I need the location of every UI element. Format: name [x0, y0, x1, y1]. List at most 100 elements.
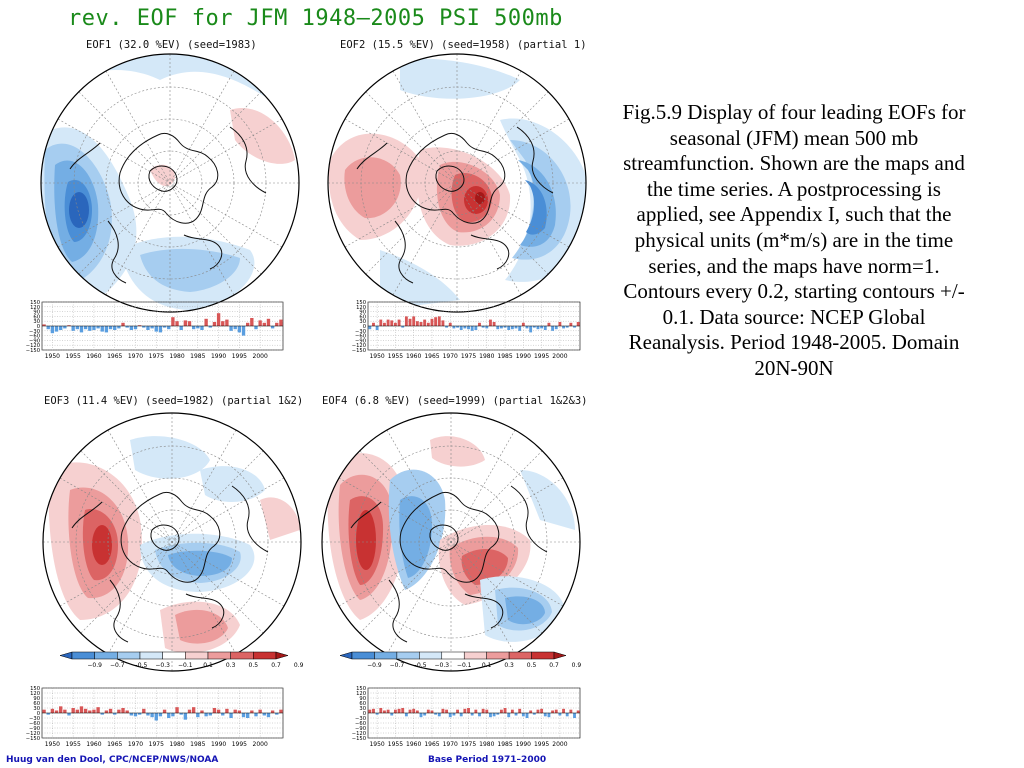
- timeseries-bar: [379, 319, 383, 326]
- timeseries-bar: [518, 326, 522, 331]
- timeseries-bar: [208, 326, 212, 328]
- colorbar-label: −0.5: [412, 662, 427, 669]
- timeseries-bar: [547, 713, 551, 718]
- timeseries-y-tick-label: 90: [33, 310, 40, 316]
- timeseries-x-tick-label: 1950: [369, 741, 384, 748]
- timeseries-bar: [507, 326, 511, 330]
- timeseries-bar: [459, 326, 463, 330]
- timeseries-x-tick-label: 1955: [388, 353, 403, 360]
- timeseries-bar: [415, 710, 419, 713]
- timeseries-bar: [270, 326, 275, 329]
- timeseries-bar: [96, 326, 100, 329]
- timeseries-y-tick-label: 150: [30, 300, 40, 306]
- timeseries-x-tick-label: 1975: [149, 741, 164, 748]
- timeseries-bar: [379, 708, 383, 713]
- timeseries-bar: [412, 316, 416, 326]
- timeseries-bar: [204, 713, 208, 717]
- timeseries-bar: [551, 326, 555, 331]
- timeseries-bar: [100, 326, 104, 332]
- timeseries-bar: [254, 713, 258, 717]
- eof3-map: [42, 412, 302, 672]
- timeseries-bar: [233, 709, 237, 713]
- timeseries-bar: [474, 326, 478, 330]
- timeseries-bar: [445, 326, 449, 328]
- timeseries-bar: [459, 713, 463, 717]
- timeseries-bar: [437, 713, 441, 717]
- timeseries-bar: [167, 326, 171, 330]
- timeseries-y-tick-label: −120: [352, 731, 366, 737]
- timeseries-x-tick-label: 1960: [406, 741, 421, 748]
- timeseries-bar: [401, 708, 405, 713]
- colorbar-label: −0.3: [434, 662, 449, 669]
- timeseries-y-tick-label: 60: [359, 701, 366, 707]
- colorbar-arrow-low: [59, 651, 73, 660]
- timeseries-bar: [415, 321, 419, 326]
- timeseries-y-tick-label: 120: [356, 305, 366, 311]
- timeseries-bar: [42, 324, 46, 326]
- timeseries-bar: [437, 316, 441, 326]
- timeseries-bar: [554, 326, 558, 330]
- timeseries-bar: [133, 326, 138, 330]
- timeseries-bar: [419, 322, 423, 326]
- timeseries-y-tick-label: −30: [29, 329, 40, 335]
- timeseries-y-tick-label: 60: [33, 701, 40, 707]
- timeseries-bar: [404, 316, 408, 326]
- timeseries-bar: [67, 713, 71, 716]
- colorbar-label: 0.9: [572, 662, 582, 669]
- timeseries-bar: [565, 326, 569, 328]
- timeseries-bar: [104, 710, 109, 713]
- timeseries-bar: [492, 322, 496, 326]
- timeseries-bar: [67, 325, 71, 326]
- timeseries-bar: [536, 709, 540, 713]
- timeseries-bar: [434, 713, 438, 715]
- timeseries-bar: [368, 326, 372, 330]
- timeseries-bar: [162, 326, 167, 328]
- timeseries-bar: [279, 319, 283, 326]
- colorbar-arrow-low: [339, 651, 353, 660]
- timeseries-bar: [200, 326, 204, 330]
- timeseries-bar: [390, 320, 394, 326]
- timeseries-bar: [565, 713, 569, 717]
- timeseries-bar: [463, 708, 467, 713]
- colorbar-label: 0.9: [294, 662, 304, 669]
- timeseries-bar: [478, 713, 481, 717]
- timeseries-bar: [576, 322, 580, 326]
- timeseries-bar: [113, 326, 117, 330]
- timeseries-bar: [171, 713, 175, 717]
- timeseries-bar: [397, 319, 401, 326]
- timeseries-x-tick-label: 1985: [190, 353, 205, 360]
- timeseries-x-tick-label: 1970: [443, 741, 458, 748]
- timeseries-y-tick-label: 0: [363, 324, 366, 330]
- timeseries-y-tick-label: 30: [33, 706, 40, 712]
- timeseries-bar: [59, 326, 63, 330]
- timeseries-x-tick-label: 1995: [232, 741, 247, 748]
- timeseries-bar: [258, 320, 262, 326]
- timeseries-bar: [507, 713, 511, 718]
- timeseries-x-tick-label: 1995: [232, 353, 247, 360]
- timeseries-y-tick-label: 60: [359, 314, 366, 320]
- timeseries-bar: [142, 708, 146, 713]
- timeseries-x-tick-label: 1970: [443, 353, 458, 360]
- timeseries-bar: [562, 326, 565, 329]
- timeseries-bar: [543, 713, 547, 717]
- timeseries-bar: [412, 708, 416, 713]
- timeseries-bar: [133, 713, 138, 717]
- timeseries-bar: [510, 709, 514, 713]
- timeseries-bar: [386, 319, 390, 326]
- colorbar-swatch: [396, 651, 420, 660]
- timeseries-bar: [50, 708, 55, 713]
- timeseries-bar: [558, 322, 562, 326]
- timeseries-bar: [108, 708, 113, 713]
- timeseries-bar: [383, 710, 386, 713]
- timeseries-bar: [481, 708, 485, 713]
- timeseries-bar: [368, 709, 372, 713]
- timeseries-y-tick-label: 0: [37, 711, 40, 717]
- timeseries-bar: [456, 326, 459, 328]
- figure-title: rev. EOF for JFM 1948–2005 PSI 500mb: [68, 6, 563, 31]
- timeseries-bar: [187, 321, 192, 326]
- timeseries-bar: [216, 313, 221, 326]
- timeseries-bar: [63, 709, 67, 713]
- timeseries-bar: [221, 713, 225, 716]
- timeseries-y-tick-label: 120: [30, 305, 40, 311]
